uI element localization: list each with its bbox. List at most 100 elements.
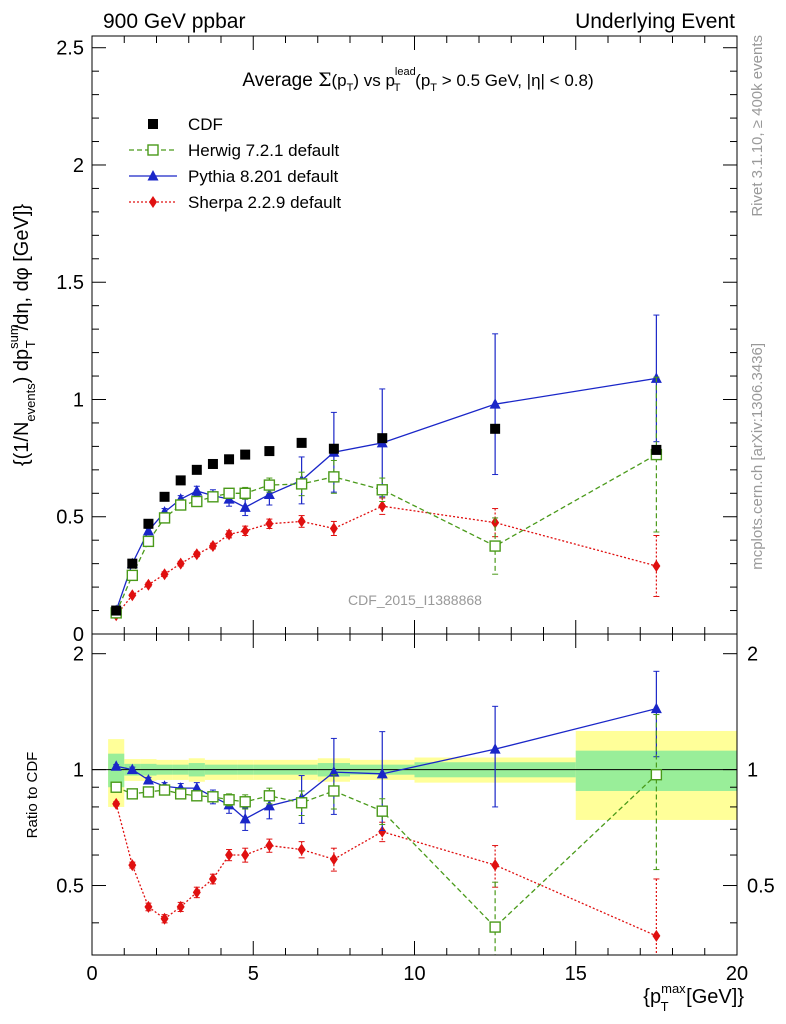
series-sherpa (112, 797, 661, 955)
ratio-y-tick-label-right: 2 (747, 644, 758, 666)
series-cdf (111, 423, 662, 616)
data-point (223, 487, 235, 499)
data-point (191, 484, 203, 496)
data-point (297, 843, 306, 856)
data-point (329, 853, 338, 866)
ratio-y-tick-label: 0.5 (56, 876, 84, 898)
ratio-panel: 0 5 10 15 20 0.5 0.5 1 1 2 2 (56, 633, 775, 985)
legend-label: Pythia 8.201 default (188, 167, 339, 186)
data-point (650, 702, 662, 714)
data-point (147, 170, 159, 181)
series-herwig (110, 376, 663, 619)
data-point (264, 446, 275, 457)
data-point (191, 495, 203, 508)
y-tick-label: 0 (73, 624, 84, 646)
data-point (295, 478, 308, 490)
data-point (147, 144, 159, 156)
data-point (328, 766, 340, 777)
data-point (191, 464, 202, 475)
data-point (239, 501, 251, 512)
data-point (160, 568, 169, 581)
data-point (263, 488, 275, 499)
y-tick-label: 2.5 (56, 38, 84, 60)
legend-label: Sherpa 2.2.9 default (188, 193, 341, 212)
data-point (376, 484, 388, 496)
data-point (239, 812, 251, 824)
series-herwig (110, 714, 663, 955)
ratio-ylabel: Ratio to CDF (24, 752, 41, 839)
x-tick-label: 20 (726, 963, 748, 985)
data-point (239, 487, 251, 499)
legend: CDF Herwig 7.2.1 default Pythia 8.201 defa… (129, 115, 341, 212)
main-ylabel: {(1/Nevents) dpsum T/dη, dφ [GeV]} (6, 204, 38, 466)
data-point (652, 559, 661, 572)
data-point (328, 443, 339, 454)
data-point (176, 557, 185, 570)
main-panel: 0 0.5 1 1.5 2 2.5 (56, 35, 738, 646)
data-point (489, 398, 501, 409)
data-point (144, 578, 153, 591)
data-point (192, 548, 201, 561)
data-point (207, 791, 219, 803)
data-point (490, 423, 501, 434)
data-point (263, 790, 276, 802)
data-point (265, 839, 274, 852)
data-point (158, 784, 171, 796)
data-point (263, 479, 276, 491)
ratio-y-tick-label: 2 (73, 644, 84, 666)
data-point (144, 900, 153, 913)
data-point (126, 569, 139, 582)
legend-item: Sherpa 2.2.9 default (129, 193, 341, 212)
data-point (491, 859, 500, 872)
series-line (115, 803, 657, 937)
data-point (489, 743, 501, 754)
data-point (111, 605, 122, 616)
data-point (207, 458, 218, 469)
ratio-y-tick-label-right: 1 (747, 760, 758, 782)
data-point (159, 491, 170, 502)
data-point (142, 786, 155, 798)
data-point (176, 900, 185, 913)
data-point (191, 790, 203, 802)
data-point (650, 768, 663, 781)
data-point (265, 517, 274, 530)
data-point (240, 449, 251, 460)
data-point (329, 522, 338, 535)
data-point (160, 912, 169, 925)
data-point (376, 767, 388, 779)
legend-item: Pythia 8.201 default (129, 167, 339, 186)
mcplots-label: mcplots.cern.ch [arXiv:1306.3436] (749, 343, 766, 570)
data-point (208, 872, 217, 885)
legend-item: CDF (148, 115, 223, 134)
data-point (175, 475, 186, 486)
data-point (148, 119, 158, 129)
data-point (174, 788, 187, 800)
ratio-y-tick-label-right: 0.5 (747, 876, 775, 898)
data-point (295, 797, 308, 809)
data-point (142, 773, 154, 785)
legend-label: Herwig 7.2.1 default (188, 141, 339, 160)
x-tick-label: 5 (248, 963, 259, 985)
header-right: Underlying Event (575, 10, 735, 33)
data-point (378, 500, 387, 513)
data-point (241, 524, 250, 537)
data-point (224, 454, 235, 465)
data-point (158, 512, 171, 524)
data-point (651, 444, 662, 455)
data-point (126, 788, 139, 800)
data-point (126, 763, 138, 775)
x-tick-label: 10 (403, 963, 425, 985)
data-point (328, 471, 340, 483)
legend-item: Herwig 7.2.1 default (129, 141, 339, 160)
data-point (376, 805, 388, 817)
y-tick-label: 2 (73, 155, 84, 177)
data-point (241, 849, 250, 862)
watermark: CDF_2015_I1388868 (348, 592, 482, 608)
data-point (110, 781, 122, 793)
legend-label: CDF (188, 115, 223, 134)
data-point (263, 799, 275, 811)
data-point (142, 535, 155, 548)
data-point (128, 859, 137, 872)
rivet-label: Rivet 3.1.10, ≥ 400k events (749, 35, 766, 217)
